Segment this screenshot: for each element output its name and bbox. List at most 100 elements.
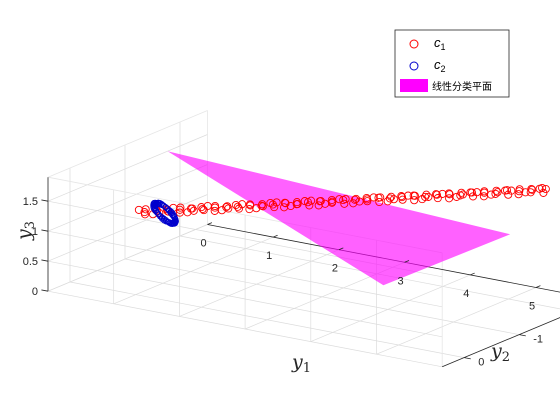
c1-point xyxy=(369,193,378,202)
series-c2-points xyxy=(150,199,179,227)
y-axis-label: y2 xyxy=(490,340,510,365)
z-tick-label: 0.5 xyxy=(23,256,38,268)
grid-line xyxy=(47,230,443,308)
c1-point xyxy=(385,194,394,203)
c1-point xyxy=(458,190,467,199)
c1-point xyxy=(445,190,454,199)
grid-line xyxy=(376,287,537,355)
c1-point xyxy=(223,202,232,211)
y-axis-line xyxy=(442,317,560,368)
x-tick-label: 4 xyxy=(463,288,469,300)
c1-point xyxy=(527,184,536,194)
legend-plane-swatch xyxy=(400,79,428,92)
legend-plane-label: 线性分类平面 xyxy=(432,80,492,93)
z-tick-mark xyxy=(41,229,49,232)
x-tick-label: 0 xyxy=(200,238,206,250)
box-edge xyxy=(47,110,208,178)
c1-point xyxy=(176,203,185,212)
y-tick-mark xyxy=(464,357,471,360)
y-tick-mark xyxy=(519,334,526,337)
c1-point xyxy=(328,197,337,206)
x-tick-label: 2 xyxy=(332,263,338,275)
classification-plane xyxy=(167,151,511,286)
c1-point xyxy=(504,190,513,199)
c1-point xyxy=(272,198,281,207)
x-tick-label: 1 xyxy=(266,250,272,262)
c1-point xyxy=(389,195,398,204)
x-tick-label: 3 xyxy=(398,275,404,287)
c1-point xyxy=(422,190,431,199)
c1-point xyxy=(410,191,419,200)
z-tick-label: 1 xyxy=(32,226,38,238)
c1-point xyxy=(376,193,385,202)
c1-point xyxy=(433,194,442,203)
grid-line xyxy=(47,194,208,262)
c2-point xyxy=(166,219,173,227)
y-tick-label: 0 xyxy=(478,357,484,369)
x-tick-mark xyxy=(470,272,475,276)
c1-point xyxy=(293,199,302,209)
c2-point xyxy=(172,219,179,226)
c1-point xyxy=(314,201,323,210)
c1-point xyxy=(493,188,502,197)
c1-point xyxy=(507,186,516,195)
z-tick-mark xyxy=(41,289,49,292)
c1-point xyxy=(355,197,364,206)
legend-c1-label: c1 xyxy=(434,35,446,52)
c1-point xyxy=(492,186,501,195)
c2-point xyxy=(162,203,169,210)
grid-line xyxy=(113,236,274,305)
c1-point xyxy=(445,194,454,203)
grid-line xyxy=(47,290,443,368)
c1-point xyxy=(341,194,350,204)
c1-point xyxy=(515,187,524,196)
c1-point xyxy=(424,192,433,201)
c1-point xyxy=(197,203,206,212)
x-axis-label: y1 xyxy=(291,351,311,376)
grid-line xyxy=(47,164,208,232)
c1-point xyxy=(224,204,233,213)
c1-point xyxy=(340,199,349,208)
c1-point xyxy=(211,201,220,211)
grid-line xyxy=(47,224,208,292)
grid-line xyxy=(310,274,471,342)
grid-line xyxy=(124,258,520,335)
c1-point xyxy=(502,186,512,195)
x-tick-mark xyxy=(338,247,344,251)
c1-point xyxy=(491,189,500,198)
series-c1-points xyxy=(134,183,550,219)
legend-c2-marker-icon xyxy=(409,61,419,71)
grid-line xyxy=(47,134,208,202)
y-tick-label: -1 xyxy=(533,334,543,346)
z-tick-mark xyxy=(41,259,49,262)
x-tick-mark xyxy=(404,260,410,263)
c1-point xyxy=(387,192,396,201)
c1-point xyxy=(189,206,198,215)
c1-point xyxy=(350,195,359,204)
legend[interactable]: c1 c2 线性分类平面 xyxy=(394,29,510,98)
c1-point xyxy=(526,188,535,197)
c1-point xyxy=(421,192,430,201)
z-tick-label: 1.5 xyxy=(23,196,38,208)
c1-point xyxy=(432,190,441,199)
c1-point xyxy=(258,202,267,211)
grid-line xyxy=(69,281,465,358)
z-tick-label: 0 xyxy=(32,286,38,298)
c1-point xyxy=(541,184,550,194)
x-tick-label: 5 xyxy=(529,301,535,313)
c1-point xyxy=(233,202,242,211)
c1-point xyxy=(238,200,247,209)
c1-point xyxy=(397,193,407,202)
c1-point xyxy=(375,197,384,207)
z-tick-mark xyxy=(41,199,49,202)
c2-point xyxy=(157,213,164,220)
c1-point xyxy=(141,205,150,214)
z-axis-label: y3 xyxy=(13,221,38,241)
c1-point xyxy=(186,204,196,213)
c1-point xyxy=(410,196,419,205)
c1-point xyxy=(538,183,547,193)
x-tick-mark xyxy=(273,234,278,238)
c1-point xyxy=(539,188,548,197)
